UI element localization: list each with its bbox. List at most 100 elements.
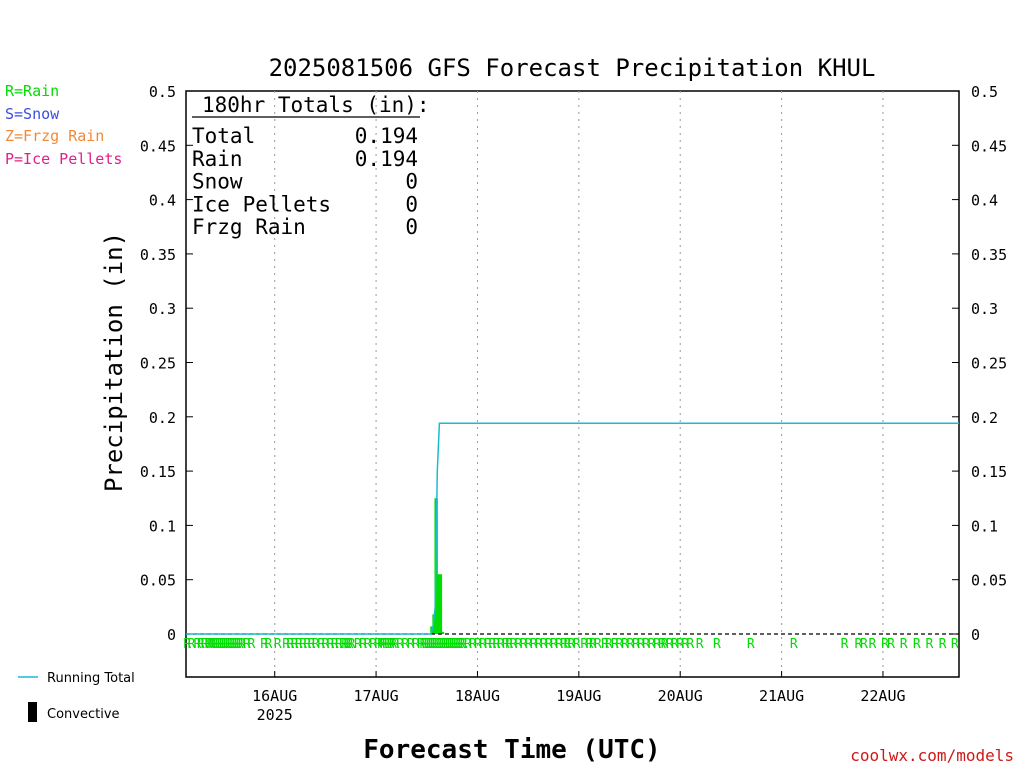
rain-type-marker: R <box>396 637 404 652</box>
rain-type-marker: R <box>401 637 409 652</box>
totals-row-value: 0 <box>405 215 418 239</box>
rain-type-marker: R <box>509 637 517 652</box>
rain-type-marker: R <box>407 637 415 652</box>
rain-type-marker: R <box>443 637 451 652</box>
plot-frame <box>185 90 960 678</box>
rain-type-marker: R <box>484 637 492 652</box>
rain-type-marker: R <box>225 637 233 652</box>
rain-type-marker: R <box>453 637 461 652</box>
rain-type-marker: R <box>303 637 311 652</box>
rain-type-marker: R <box>502 637 510 652</box>
rain-type-marker: R <box>585 637 593 652</box>
rain-type-marker: R <box>212 637 220 652</box>
rain-type-marker: R <box>550 637 558 652</box>
y-tick-label-left: 0.1 <box>149 517 176 535</box>
y-tick-label-left: 0.25 <box>140 355 176 373</box>
rain-type-marker: R <box>380 637 388 652</box>
rain-type-marker: R <box>183 637 191 652</box>
running-total-series <box>186 422 959 635</box>
totals-row-label: Snow <box>192 170 243 194</box>
rain-type-marker: R <box>339 637 347 652</box>
rain-type-marker: R <box>382 637 390 652</box>
rain-type-marker: R <box>248 637 256 652</box>
y-tick-label-right: 0.25 <box>971 355 1007 373</box>
y-tick-label-left: 0.2 <box>149 409 176 427</box>
rain-type-marker: R <box>377 637 385 652</box>
rain-type-marker: R <box>713 637 721 652</box>
rain-type-marker: R <box>560 637 568 652</box>
rain-type-marker: R <box>197 637 205 652</box>
rain-type-marker: R <box>223 637 231 652</box>
rain-type-marker: R <box>327 637 335 652</box>
rain-type-marker: R <box>658 637 666 652</box>
rain-type-marker: R <box>497 637 505 652</box>
rain-type-marker: R <box>210 637 218 652</box>
rain-type-marker: R <box>417 637 425 652</box>
y-tick-label-right: 0.4 <box>971 192 998 210</box>
rain-type-marker: R <box>229 637 237 652</box>
rain-type-marker: R <box>291 637 299 652</box>
rain-type-marker: R <box>236 637 244 652</box>
precip-bar <box>438 574 443 634</box>
rain-type-marker: R <box>217 637 225 652</box>
y-tick-label-right: 0.15 <box>971 463 1007 481</box>
rain-type-marker: R <box>227 637 235 652</box>
rain-type-marker: R <box>567 637 575 652</box>
rain-type-marker: R <box>207 637 215 652</box>
rain-type-marker: R <box>525 637 533 652</box>
rain-type-marker: R <box>573 637 581 652</box>
rain-type-marker: R <box>243 637 251 652</box>
rain-type-marker: R <box>661 637 669 652</box>
rain-type-marker: R <box>520 637 528 652</box>
rain-type-marker: R <box>392 637 400 652</box>
rain-type-marker: R <box>234 637 242 652</box>
rain-type-marker: R <box>540 637 548 652</box>
rain-type-marker: R <box>188 637 196 652</box>
rain-type-marker: R <box>422 637 430 652</box>
y-tick-label-right: 0 <box>971 626 980 644</box>
rain-type-marker: R <box>221 637 229 652</box>
rain-type-marker: R <box>441 637 449 652</box>
rain-type-marker: R <box>364 637 372 652</box>
y-tick-label-right: 0.45 <box>971 137 1007 155</box>
rain-type-marker: R <box>621 637 629 652</box>
rain-type-marker: R <box>637 637 645 652</box>
x-tick-label: 17AUG <box>354 687 399 705</box>
rain-type-marker: R <box>474 637 482 652</box>
rain-type-marker: R <box>479 637 487 652</box>
rain-type-marker: R <box>264 637 272 652</box>
rain-type-marker: R <box>387 637 395 652</box>
rain-type-marker: R <box>295 637 303 652</box>
rain-type-marker: R <box>555 637 563 652</box>
rain-type-marker: R <box>238 637 246 652</box>
rain-type-marker: R <box>447 637 455 652</box>
rain-type-marker: R <box>868 637 876 652</box>
rain-type-marker: R <box>951 637 959 652</box>
x-tick-label: 20AUG <box>658 687 703 705</box>
rain-type-marker: R <box>626 637 634 652</box>
y-axis-right: 0 0.05 0.1 0.15 0.2 0.25 0.3 0.35 0.4 0.45 0.5 <box>952 83 1007 644</box>
rain-type-marker: R <box>601 637 609 652</box>
rain-type-marker: R <box>424 637 432 652</box>
rain-type-marker: R <box>426 637 434 652</box>
y-tick-label-left: 0.45 <box>140 137 176 155</box>
rain-type-marker: R <box>321 637 329 652</box>
y-tick-label-right: 0.35 <box>971 246 1007 264</box>
rain-type-marker: R <box>451 637 459 652</box>
totals-row-value: 0.194 <box>355 147 418 171</box>
rain-type-marker: R <box>286 637 294 652</box>
rain-type-marker: R <box>648 637 656 652</box>
rain-type-marker: R <box>438 637 446 652</box>
rain-type-marker: R <box>926 637 934 652</box>
totals-heading: 180hr Totals (in): <box>202 93 430 117</box>
rain-type-marker: R <box>317 637 325 652</box>
y-axis-left: 0 0.05 0.1 0.15 0.2 0.25 0.3 0.35 0.4 0.45 0.5 <box>140 83 193 644</box>
rain-type-marker: R <box>208 637 216 652</box>
rain-type-marker: R <box>449 637 457 652</box>
rain-type-marker: R <box>632 637 640 652</box>
series-legend: Running Total Convective <box>18 671 135 722</box>
rain-type-marker: R <box>215 637 223 652</box>
x-tick-label: 22AUG <box>860 687 905 705</box>
